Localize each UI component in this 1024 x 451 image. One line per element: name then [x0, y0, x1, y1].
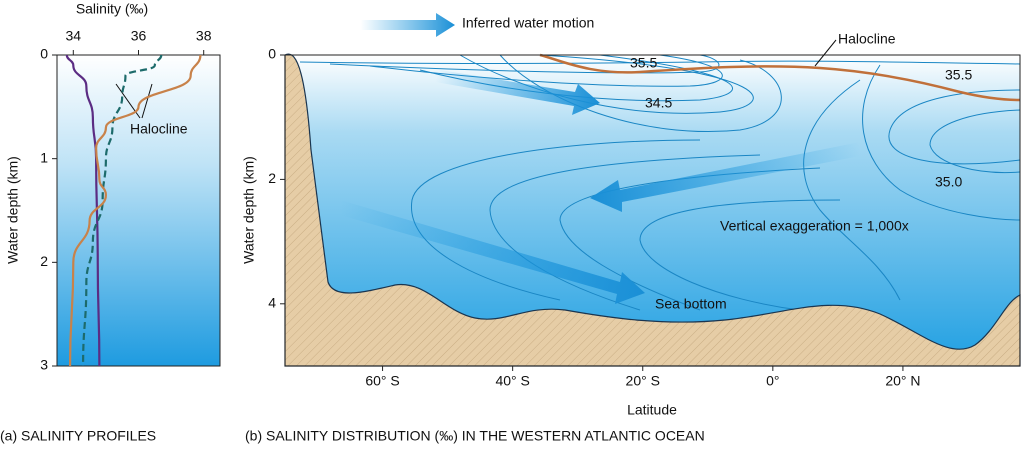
annotation: Halocline — [838, 31, 896, 47]
x-tick-label: 38 — [196, 28, 212, 44]
x-tick-label: 20° N — [885, 373, 920, 389]
y-tick-label: 0 — [268, 46, 276, 62]
y-axis-label: Water depth (km) — [241, 156, 257, 264]
contour-label: 34.5 — [645, 95, 672, 111]
halocline-line — [539, 53, 1021, 102]
x-tick-label: 34 — [66, 28, 82, 44]
legend-label: Inferred water motion — [462, 15, 594, 31]
annotation: Vertical exaggeration = 1,000x — [720, 218, 909, 234]
y-axis-label: Water depth (km) — [5, 156, 21, 264]
x-axis-label: Latitude — [627, 402, 677, 418]
caption: (a) SALINITY PROFILES — [0, 428, 156, 444]
sea-bottom — [284, 53, 1021, 367]
annotation: Sea bottom — [655, 296, 727, 312]
x-axis-label: Salinity (‰) — [76, 1, 148, 17]
x-tick-label: 40° S — [495, 373, 529, 389]
y-tick-label: 0 — [40, 46, 48, 62]
profile-line — [68, 54, 202, 367]
x-tick-label: 36 — [131, 28, 147, 44]
y-tick-label: 2 — [40, 253, 48, 269]
profile-line — [65, 54, 101, 367]
contour-label: 35.5 — [630, 55, 657, 71]
y-tick-label: 1 — [40, 149, 48, 165]
y-tick-label: 4 — [268, 295, 276, 311]
flow-arrow — [435, 70, 600, 115]
y-tick-label: 2 — [268, 170, 276, 186]
flow-arrow — [590, 142, 860, 212]
plot-frame — [284, 54, 1021, 367]
salinity-profiles: Salinity (‰) Water depth (km) (a) SALINI… — [0, 1, 221, 444]
caption: (b) SALINITY DISTRIBUTION (‰) IN THE WES… — [245, 428, 705, 444]
x-tick-label: 0° — [766, 373, 779, 389]
profile-line — [81, 54, 163, 367]
plot-area — [56, 54, 221, 367]
annotation: Halocline — [130, 121, 188, 137]
x-tick-label: 60° S — [365, 373, 399, 389]
flow-arrow — [340, 200, 645, 304]
legend-arrow — [360, 13, 455, 37]
y-tick-label: 3 — [40, 357, 48, 373]
contour-label: 35.5 — [945, 67, 972, 83]
salinity-section: Inferred water motion Halocline Vertical… — [241, 13, 1021, 444]
x-tick-label: 20° S — [626, 373, 660, 389]
leader-line — [814, 39, 837, 67]
contour-label: 35.0 — [935, 174, 962, 190]
